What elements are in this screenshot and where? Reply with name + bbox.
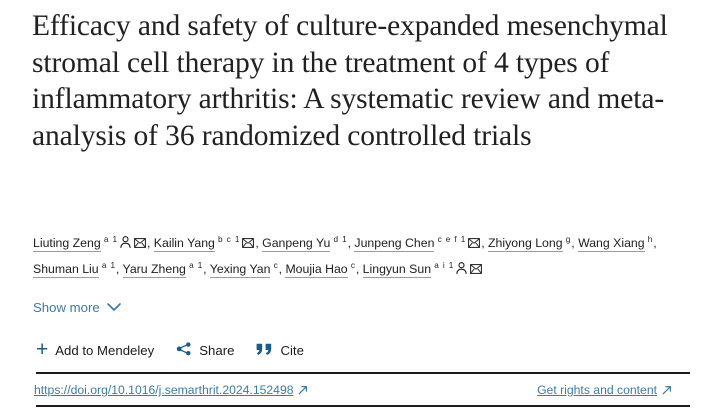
author-name[interactable]: Shuman Liu [33,262,99,278]
author-separator: , [115,262,123,276]
add-to-mendeley-label: Add to Mendeley [55,343,155,358]
author-affiliation-marker: c e f 1 [434,234,467,244]
author-separator: , [203,262,210,276]
author-name[interactable]: Wang Xiang [578,236,645,252]
share-button[interactable]: Share [176,342,234,359]
author-entry[interactable]: Zhiyong Long g [488,234,572,252]
author-affiliation-marker: a 1 [185,260,204,270]
person-icon[interactable] [120,236,131,248]
share-label: Share [199,343,235,358]
author-name[interactable]: Kailin Yang [153,236,215,252]
envelope-icon[interactable] [242,238,255,248]
envelope-icon[interactable] [468,238,481,248]
doi-text: https://doi.org/10.1016/j.semarthrit.202… [34,383,294,397]
author-entry[interactable]: Junpeng Chen c e f 1 [354,234,481,252]
author-entry[interactable]: Kailin Yang b c 1 [153,234,256,252]
person-icon[interactable] [456,262,467,274]
author-separator: , [653,236,657,250]
share-icon [176,342,192,359]
plus-icon: + [36,338,49,361]
author-separator: , [255,236,263,250]
author-separator: , [481,236,489,250]
author-affiliation-marker: c [347,260,356,270]
add-to-mendeley-button[interactable]: + Add to Mendeley [36,338,155,361]
author-affiliation-marker: h [644,234,654,244]
external-link-icon [298,385,308,395]
quote-icon [256,343,273,359]
page-title: Efficacy and safety of culture-expanded … [32,10,668,152]
author-name[interactable]: Ganpeng Yu [262,236,331,252]
author-name[interactable]: Yaru Zheng [122,262,186,278]
author-entry[interactable]: Shuman Liu a 1 [33,260,116,278]
author-name[interactable]: Zhiyong Long [488,236,563,252]
author-separator: , [347,236,355,250]
bottom-rule [36,405,690,408]
show-more-label: Show more [33,300,100,315]
envelope-icon[interactable] [134,238,146,248]
show-more-button[interactable]: Show more [33,300,121,315]
author-separator: , [571,236,579,250]
author-affiliation-marker: b c 1 [214,234,241,244]
author-separator: , [146,236,154,250]
author-name[interactable]: Junpeng Chen [354,236,435,252]
author-affiliation-marker: a i 1 [431,260,455,270]
author-entry[interactable]: Liuting Zeng a 1 [33,234,147,252]
author-affiliation-marker: g [562,234,572,244]
author-list: Liuting Zeng a 1, Kailin Yang b c 1, Gan… [33,230,683,282]
author-name[interactable]: Lingyun Sun [362,262,432,278]
article-actions: + Add to Mendeley Share Cite [36,338,304,361]
external-link-icon [662,385,672,395]
cite-label: Cite [280,343,304,358]
author-separator: , [278,262,286,276]
author-entry[interactable]: Lingyun Sun a i 1 [362,260,484,278]
author-entry[interactable]: Moujia Hao c [285,260,356,278]
author-entry[interactable]: Ganpeng Yu d 1 [262,234,348,252]
rights-text: Get rights and content [537,383,657,397]
doi-link[interactable]: https://doi.org/10.1016/j.semarthrit.202… [34,383,308,397]
author-entry[interactable]: Yexing Yan c [209,260,279,278]
author-entry[interactable]: Wang Xiang h [578,234,654,252]
get-rights-and-content-link[interactable]: Get rights and content [537,383,672,397]
author-entry[interactable]: Yaru Zheng a 1 [122,260,204,278]
author-name[interactable]: Moujia Hao [285,262,348,278]
author-affiliation-marker: a 1 [98,260,116,270]
author-separator: , [355,262,363,276]
author-affiliation-marker: c [270,260,279,270]
author-name[interactable]: Liuting Zeng [33,236,101,252]
footer-divider [36,372,690,374]
author-affiliation-marker: a 1 [100,234,118,244]
envelope-icon[interactable] [470,264,483,274]
title-block: Efficacy and safety of culture-expanded … [32,8,672,154]
chevron-down-icon [106,303,121,312]
cite-button[interactable]: Cite [256,343,304,359]
author-name[interactable]: Yexing Yan [209,262,271,278]
author-affiliation-marker: d 1 [330,234,348,244]
